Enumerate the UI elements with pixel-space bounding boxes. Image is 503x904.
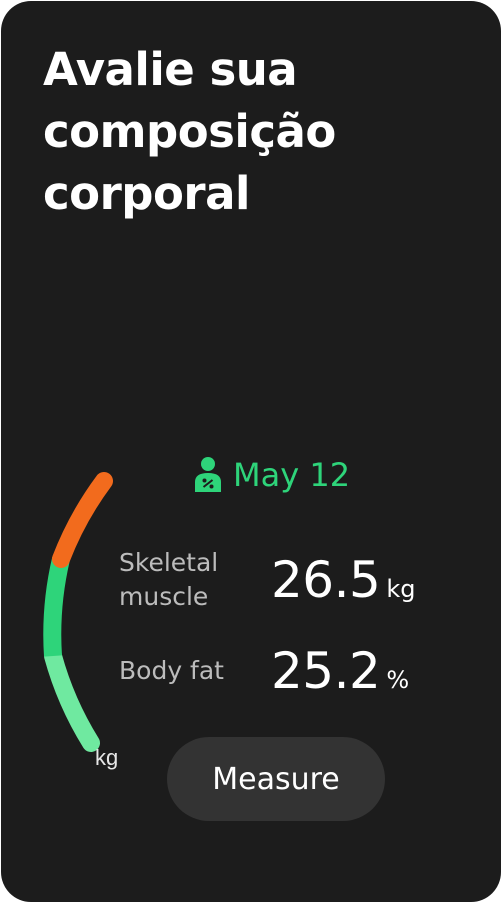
body-fat-label: Body fat <box>119 656 224 685</box>
gauge-segment-low <box>44 647 100 752</box>
skeletal-muscle-row: Skeletal muscle 26.5 kg <box>119 541 415 619</box>
gauge-unit-label: kg <box>95 745 119 770</box>
measurement-date-row: May 12 <box>193 453 350 497</box>
headline: Avalie sua composição corporal <box>43 39 483 225</box>
gauge-segment-high <box>52 472 113 568</box>
gauge-segment-normal <box>43 556 70 657</box>
headline-line-2: composição <box>43 105 336 158</box>
body-fat-unit: % <box>386 666 410 694</box>
skeletal-muscle-unit: kg <box>386 575 416 603</box>
person-body-composition-icon <box>195 457 221 492</box>
measurement-date: May 12 <box>233 456 351 494</box>
body-fat-row: Body fat 25.2 % <box>119 641 409 701</box>
skeletal-muscle-label: Skeletal muscle <box>119 546 271 614</box>
headline-line-1: Avalie sua <box>43 43 298 96</box>
skeletal-muscle-label-line-2: muscle <box>119 582 209 611</box>
body-fat-value: 25.2 <box>271 642 381 700</box>
skeletal-muscle-value: 26.5 <box>271 551 381 609</box>
skeletal-muscle-label-line-1: Skeletal <box>119 548 219 577</box>
headline-line-3: corporal <box>43 167 250 220</box>
measure-button[interactable]: Measure <box>167 737 385 821</box>
